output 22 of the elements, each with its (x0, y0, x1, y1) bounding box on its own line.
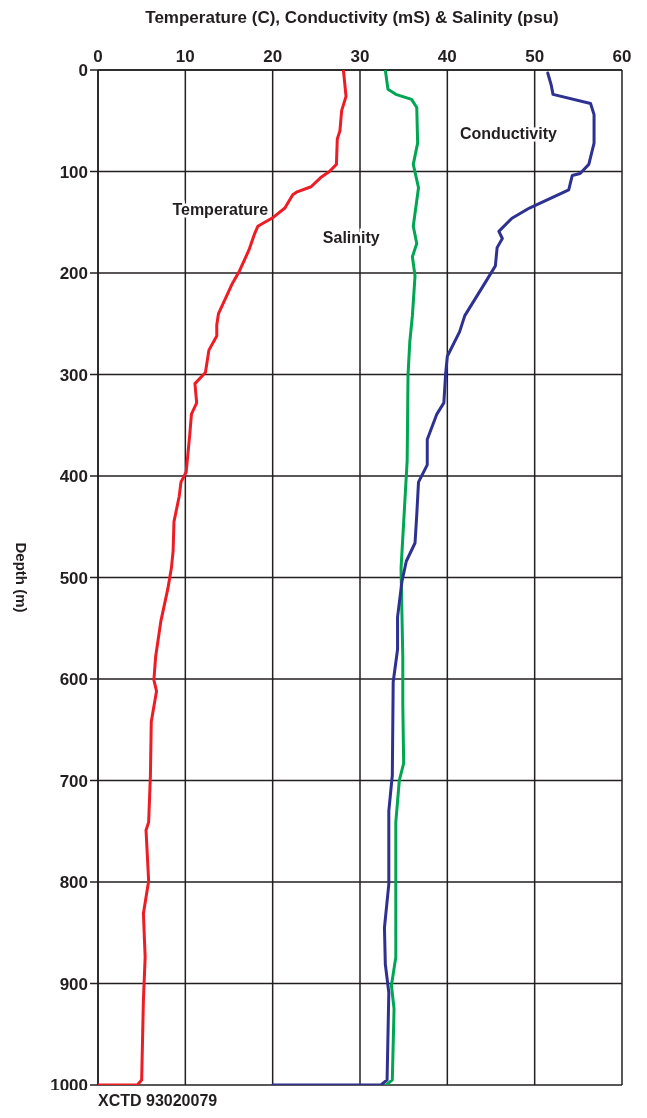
y-tick-label: 200 (59, 264, 88, 284)
y-tick-label: 0 (78, 61, 88, 81)
y-tick-label: 500 (59, 568, 88, 588)
text: XCTD 93020079 (98, 1092, 219, 1110)
y-tick-label: 600 (59, 670, 88, 690)
x-tick-label: 20 (263, 47, 283, 66)
x-tick-label: 50 (525, 47, 545, 66)
y-tick-label: 900 (59, 974, 88, 994)
line-series (383, 70, 421, 1085)
y-tick-label: 400 (59, 467, 88, 487)
y-tick-label: 700 (59, 771, 88, 791)
y-tick-label: 800 (59, 873, 88, 893)
x-tick-label: 30 (350, 47, 370, 66)
x-tick-label: 0 (93, 47, 103, 66)
y-tick-label: 300 (59, 365, 88, 385)
x-tick-label: 60 (612, 47, 632, 66)
x-tick-label: 40 (437, 47, 457, 66)
y-axis-title: Depth (m) (13, 542, 31, 613)
x-tick-label: 10 (175, 47, 195, 66)
y-tick-label: 100 (59, 162, 88, 182)
x-axis-title: Temperature (C), Conductivity (mS) & Salinity (psu) (144, 8, 560, 29)
line-series (271, 71, 596, 1085)
